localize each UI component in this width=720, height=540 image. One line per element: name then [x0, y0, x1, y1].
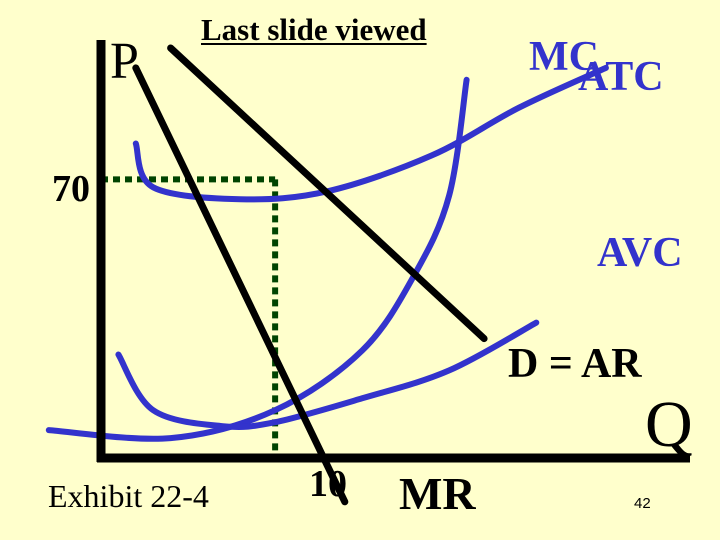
x-axis-label: Q — [645, 388, 693, 461]
page-number: 42 — [634, 495, 651, 512]
mr-curve-label: MR — [399, 468, 476, 519]
mc-curve-label: MC — [529, 34, 599, 80]
y-tick-label-70: 70 — [52, 168, 90, 210]
atc-curve-label: ATC — [578, 54, 664, 100]
curves-layer — [45, 44, 609, 506]
atc-curve — [132, 64, 609, 203]
avc-curve — [115, 319, 540, 431]
y-axis-label: P — [110, 33, 139, 90]
last-slide-viewed-link[interactable]: Last slide viewed — [201, 12, 427, 47]
mc-curve — [45, 76, 470, 442]
demand-curve-label: D = AR — [508, 341, 642, 387]
axes-layer — [96, 40, 690, 463]
x-tick-label-10: 10 — [309, 463, 347, 505]
d-ar-curve — [167, 44, 488, 343]
exhibit-label: Exhibit 22-4 — [48, 478, 209, 514]
mr-curve — [132, 64, 349, 506]
avc-curve-label: AVC — [597, 230, 683, 276]
